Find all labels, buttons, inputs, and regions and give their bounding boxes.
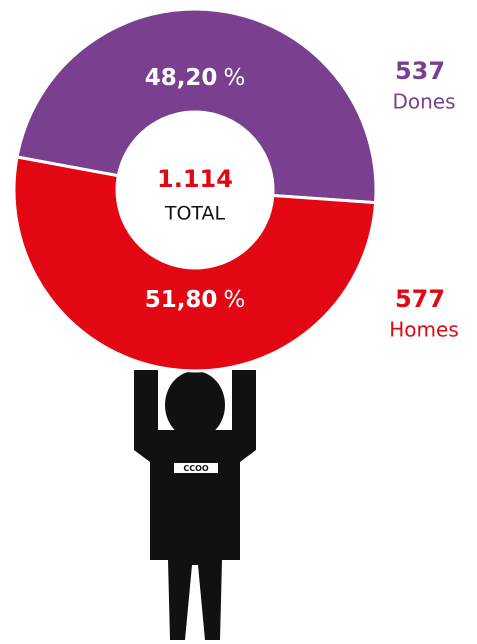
logo-box (174, 463, 218, 473)
slice (12, 155, 378, 373)
value-label: 48,20% (145, 65, 246, 91)
count: 537 (395, 57, 445, 85)
percent-sign: % (223, 65, 245, 91)
count: 577 (395, 285, 445, 313)
logo: CCOO (183, 464, 209, 473)
value-label: 51,80% (145, 287, 246, 313)
head (165, 371, 225, 439)
percent-sign: % (223, 287, 245, 313)
value-number: 51,80 (145, 287, 218, 313)
figure: CCOO (134, 370, 256, 640)
total-value: 1.114 (157, 165, 233, 193)
donut-chart: 48,20% 537 Dones 51,80% 577 Homes 1.114 TOTAL (12, 7, 459, 373)
legend-label: Dones (392, 90, 455, 114)
right-arm (232, 370, 256, 440)
legend-label: Homes (389, 318, 458, 342)
left-arm (134, 370, 158, 440)
value-number: 48,20 (145, 65, 218, 91)
slice (15, 7, 378, 205)
total-label: TOTAL (164, 203, 226, 225)
body (134, 430, 256, 640)
